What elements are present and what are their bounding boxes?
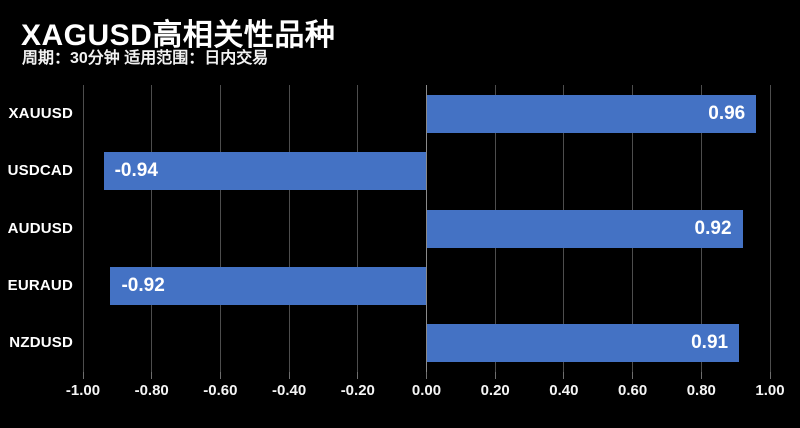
bar-value-label: 0.91 (691, 332, 729, 354)
x-tick-label: 0.60 (617, 382, 648, 399)
bar: 0.96 (426, 94, 757, 133)
gridline (769, 85, 771, 372)
bar-value-label: 0.96 (708, 102, 746, 124)
x-axis-tick-mark (632, 372, 634, 379)
x-axis-tick-mark (357, 372, 359, 379)
category-label: NZDUSD (9, 334, 73, 352)
bar-value-label: 0.92 (694, 217, 732, 239)
chart-title: XAGUSD高相关性品种 (21, 19, 336, 52)
category-label: AUDUSD (7, 219, 73, 237)
x-axis-tick-mark (769, 372, 771, 379)
x-tick-label: 0.40 (549, 382, 579, 399)
x-axis-tick-mark (494, 372, 496, 379)
x-tick-label: -0.80 (134, 382, 169, 399)
x-axis-tick-mark (82, 372, 84, 379)
category-label: XAUUSD (8, 104, 73, 122)
bar: 0.92 (426, 209, 743, 248)
x-tick-label: 0.00 (411, 382, 442, 399)
x-tick-label: -0.60 (203, 382, 238, 399)
x-axis-tick-mark (426, 372, 427, 379)
category-label: EURAUD (7, 276, 73, 294)
x-axis-tick-mark (288, 372, 290, 379)
category-label: USDCAD (7, 162, 73, 180)
plot-area: 0.96 -0.94 0.92 -0.92 0.91 (82, 85, 771, 379)
gridline (82, 85, 84, 372)
bar: -0.94 (103, 152, 427, 191)
x-axis-tick-mark (219, 372, 221, 379)
x-axis-tick-mark (700, 372, 702, 379)
x-tick-label: 0.80 (686, 382, 716, 399)
x-tick-label: 0.20 (480, 382, 510, 399)
bar-value-label: -0.92 (121, 274, 165, 296)
gridline (357, 85, 359, 372)
chart-subtitle: 周期：30分钟 适用范围：日内交易 (22, 50, 269, 67)
x-tick-label: 1.00 (755, 382, 785, 399)
x-axis-tick-mark (563, 372, 565, 379)
bar: 0.91 (426, 324, 740, 363)
gridline (288, 85, 290, 372)
x-axis-tick-mark (151, 372, 153, 379)
bar-value-label: -0.94 (114, 160, 158, 182)
bar: -0.92 (110, 266, 427, 305)
x-tick-label: -0.20 (340, 382, 375, 399)
x-tick-label: -0.40 (271, 382, 307, 399)
gridline (151, 85, 153, 372)
gridline (219, 85, 221, 372)
x-tick-label: -1.00 (65, 382, 101, 399)
